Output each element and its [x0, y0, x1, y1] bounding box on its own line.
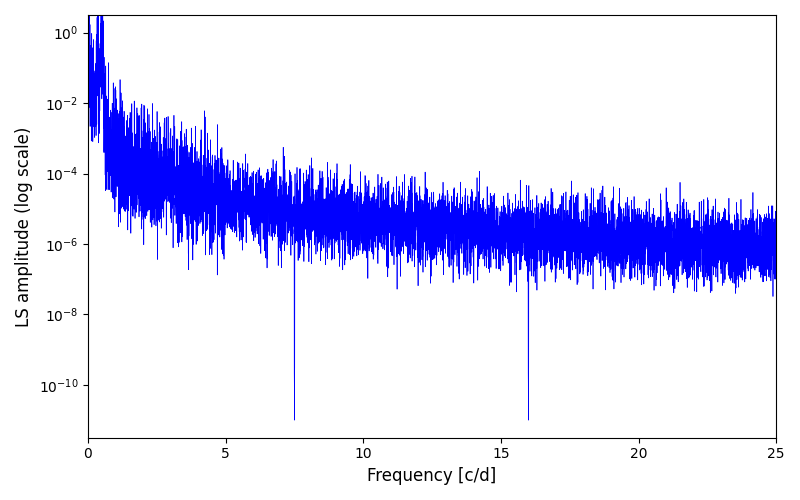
Y-axis label: LS amplitude (log scale): LS amplitude (log scale) — [15, 126, 33, 326]
X-axis label: Frequency [c/d]: Frequency [c/d] — [367, 467, 497, 485]
